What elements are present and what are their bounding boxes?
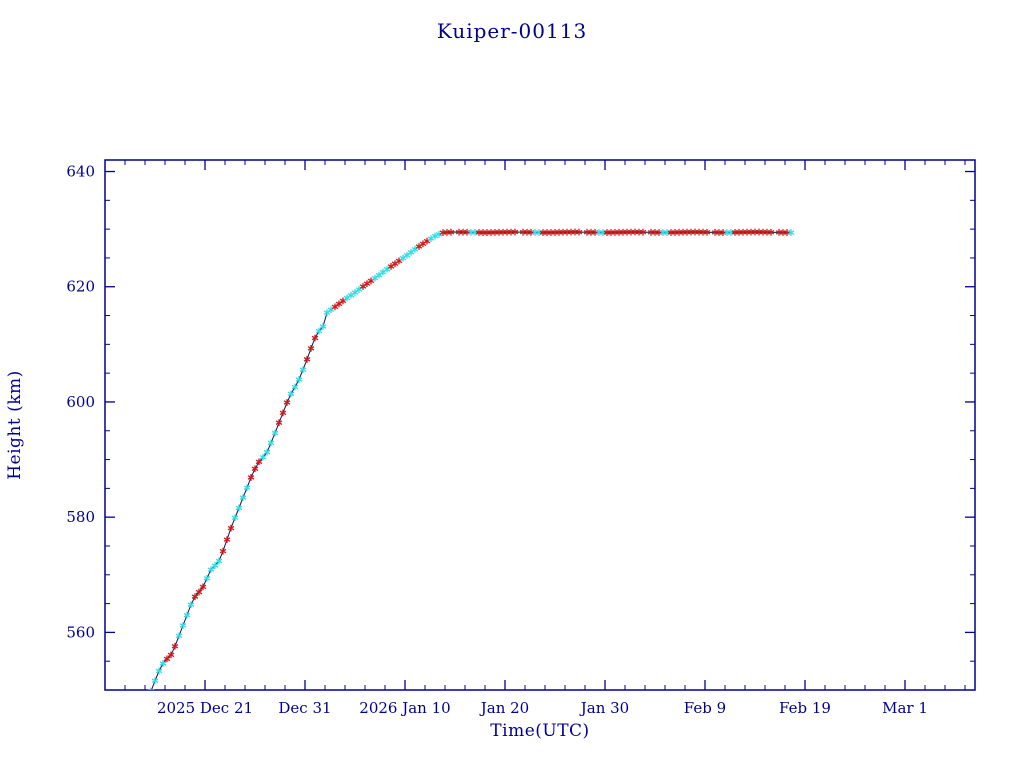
data-marker-cyan — [787, 229, 795, 236]
data-marker-cyan — [243, 484, 251, 492]
x-tick-label: Feb 19 — [779, 699, 831, 717]
data-marker-cyan — [215, 557, 223, 565]
y-tick-label: 620 — [66, 278, 95, 296]
data-marker-cyan — [295, 376, 303, 383]
data-marker-cyan — [155, 667, 163, 675]
data-marker-red — [447, 228, 455, 236]
x-tick-label: Mar 1 — [882, 699, 928, 717]
x-tick-label: Feb 9 — [684, 699, 726, 717]
x-tick-label: 2025 Dec 21 — [157, 699, 253, 717]
data-marker-red — [167, 651, 175, 659]
data-marker-red — [251, 465, 259, 473]
data-marker-cyan — [259, 453, 267, 461]
data-marker-red — [307, 344, 315, 352]
data-marker-cyan — [183, 611, 191, 619]
plot-frame — [104, 159, 976, 691]
data-marker-cyan — [207, 566, 215, 573]
data-marker-cyan — [211, 562, 219, 569]
height-curve — [150, 231, 791, 690]
x-tick-label: 2026 Jan 10 — [359, 699, 450, 717]
y-axis-label: Height (km) — [5, 370, 25, 480]
data-marker-cyan — [151, 677, 159, 685]
y-tick-label: 600 — [66, 393, 95, 411]
data-marker-cyan — [267, 439, 275, 447]
data-marker-cyan — [427, 235, 435, 242]
data-marker-red — [767, 228, 775, 236]
data-marker-red — [199, 583, 207, 591]
data-marker-cyan — [179, 622, 187, 629]
data-marker-cyan — [319, 323, 327, 330]
x-axis-label: Time(UTC) — [490, 721, 589, 741]
data-marker-cyan — [291, 383, 299, 391]
data-marker-cyan — [239, 494, 247, 501]
data-marker-cyan — [315, 327, 323, 335]
data-marker-cyan — [299, 366, 307, 374]
data-marker-red — [191, 593, 199, 601]
y-tick-label: 560 — [66, 623, 95, 641]
data-marker-red — [247, 474, 255, 481]
data-marker-red — [219, 547, 227, 555]
y-tick-label: 580 — [66, 508, 95, 526]
chart-title: Kuiper-00113 — [437, 19, 587, 43]
data-marker-cyan — [235, 504, 243, 512]
data-marker-red — [423, 237, 431, 245]
data-marker-cyan — [263, 448, 271, 456]
data-marker-red — [171, 642, 179, 650]
data-marker-red — [575, 228, 583, 236]
data-marker-red — [283, 399, 291, 406]
data-marker-red — [195, 588, 203, 596]
data-marker-red — [511, 228, 519, 236]
x-tick-label: Jan 30 — [579, 699, 629, 717]
data-marker-cyan — [175, 632, 183, 640]
data-marker-red — [223, 536, 231, 544]
marker-layer — [147, 228, 795, 690]
data-marker-red — [163, 655, 171, 663]
data-marker-cyan — [271, 429, 279, 437]
data-marker-red — [275, 419, 283, 427]
data-marker-red — [255, 458, 263, 466]
data-marker-cyan — [147, 687, 155, 690]
data-marker-red — [311, 334, 319, 342]
data-marker-red — [639, 228, 647, 236]
x-tick-label: Dec 31 — [278, 699, 331, 717]
data-marker-cyan — [159, 660, 167, 667]
data-marker-red — [703, 228, 711, 236]
data-marker-cyan — [231, 514, 239, 522]
data-marker-cyan — [187, 601, 195, 609]
x-tick-label: Jan 20 — [479, 699, 529, 717]
data-marker-cyan — [203, 574, 211, 582]
data-marker-red — [279, 409, 287, 417]
data-marker-red — [227, 524, 235, 532]
plot-area: 560 580 600 620 640 2025 Dec 21 Dec 31 2026 Jan… — [66, 159, 976, 717]
data-marker-cyan — [287, 390, 295, 398]
y-tick-label: 640 — [66, 163, 95, 181]
data-marker-red — [303, 355, 311, 363]
